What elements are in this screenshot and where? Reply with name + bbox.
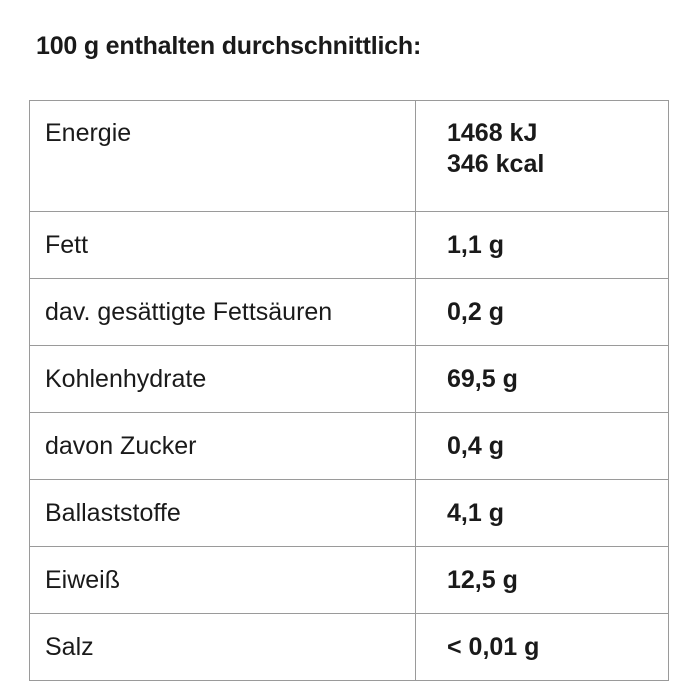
table-row: Eiweiß 12,5 g	[29, 546, 669, 614]
nutrient-label: Fett	[29, 211, 416, 279]
table-row: Fett 1,1 g	[29, 211, 669, 279]
nutrient-value: 12,5 g	[415, 546, 669, 614]
table-row: Kohlenhydrate 69,5 g	[29, 345, 669, 413]
nutrient-label: davon Zucker	[29, 412, 416, 480]
nutrient-value: 1,1 g	[415, 211, 669, 279]
table-row: Ballaststoffe 4,1 g	[29, 479, 669, 547]
nutrient-label: Salz	[29, 613, 416, 681]
nutrient-value: 0,2 g	[415, 278, 669, 346]
nutrient-value: 0,4 g	[415, 412, 669, 480]
table-row-energy: Energie 1468 kJ 346 kcal	[29, 100, 669, 212]
nutrient-value: < 0,01 g	[415, 613, 669, 681]
nutrient-value: 69,5 g	[415, 345, 669, 413]
nutrient-label: Kohlenhydrate	[29, 345, 416, 413]
nutrient-value: 4,1 g	[415, 479, 669, 547]
nutrient-label: Ballaststoffe	[29, 479, 416, 547]
table-heading: 100 g enthalten durchschnittlich:	[36, 32, 422, 60]
nutrient-label: Energie	[29, 100, 416, 212]
table-row: dav. gesättigte Fettsäuren 0,2 g	[29, 278, 669, 346]
nutrient-label: Eiweiß	[29, 546, 416, 614]
energy-kj-value: 1468 kJ	[447, 119, 538, 147]
energy-kcal-value: 346 kcal	[447, 150, 545, 178]
nutrient-value: 1468 kJ 346 kcal	[415, 100, 669, 212]
nutrient-label: dav. gesättigte Fettsäuren	[29, 278, 416, 346]
table-row: davon Zucker 0,4 g	[29, 412, 669, 480]
table-row: Salz < 0,01 g	[29, 613, 669, 681]
nutrition-table: Energie 1468 kJ 346 kcal Fett 1,1 g dav.…	[29, 100, 669, 681]
